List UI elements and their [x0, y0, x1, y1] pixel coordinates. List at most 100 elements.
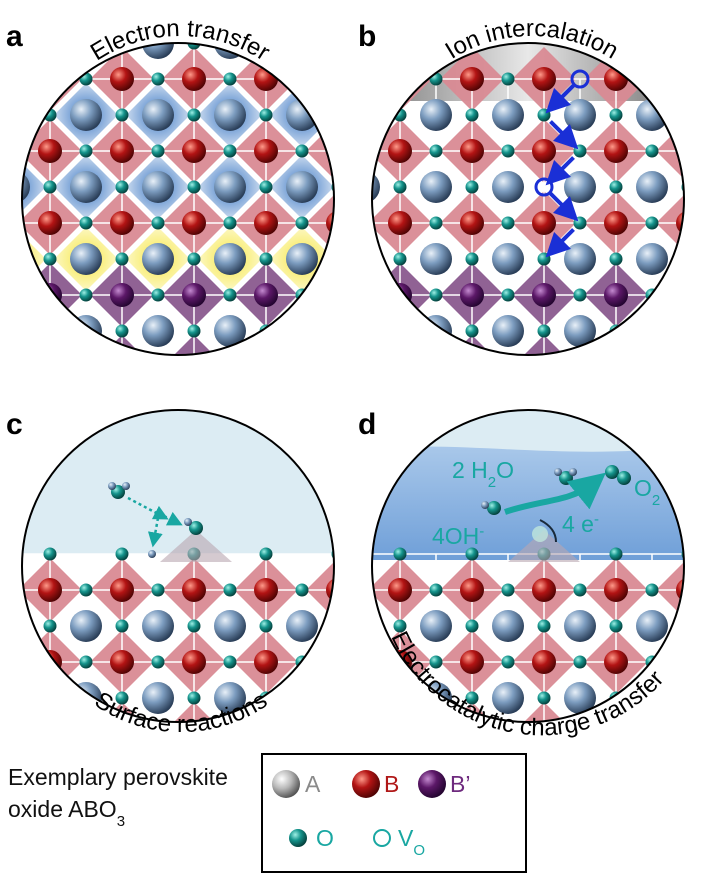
panel-c: c Surface reactions — [6, 408, 335, 746]
oxygen-atom — [331, 252, 334, 266]
oxygen-atom — [187, 691, 201, 705]
a-site-atom — [420, 315, 452, 347]
migration-arrow — [549, 192, 579, 222]
oxygen-atom — [8, 584, 21, 597]
oxygen-atom — [681, 252, 684, 266]
oxygen-atom — [609, 547, 623, 561]
oxygen-label-main: O — [634, 475, 652, 501]
oxygen-atom — [259, 619, 273, 633]
b-site-atom — [676, 650, 684, 674]
octahedron — [656, 702, 684, 722]
oxygen-atom — [573, 144, 587, 158]
legend-b-swatch — [352, 770, 380, 798]
oxygen-atom — [358, 656, 371, 669]
b-site-atom — [532, 67, 556, 91]
hydroxide-label: 4OH- — [432, 523, 484, 550]
panel-d: d Electrocatalytic charge transfer 2 H2O… — [358, 408, 700, 746]
oxygen-atom — [8, 145, 21, 158]
migration-arrow — [545, 84, 575, 114]
water-label-main: 2 H — [452, 457, 488, 483]
oxygen-atom — [331, 43, 334, 50]
oxygen-atom — [8, 656, 21, 669]
a-site-atom — [214, 610, 246, 642]
a-site-atom — [22, 315, 30, 347]
oxygen-atom — [115, 108, 129, 122]
a-site-atom — [636, 610, 668, 642]
legend: Exemplary perovskite oxide ABO3 A B B’ O… — [8, 753, 527, 873]
oxygen-atom — [574, 361, 587, 374]
a-site-atom — [492, 243, 524, 275]
oxygen-atom — [609, 108, 623, 122]
oxygen-atom — [646, 361, 659, 374]
electron-density — [22, 155, 46, 219]
b-site-atom — [676, 722, 700, 746]
oxygen-atom — [537, 108, 551, 122]
a-site-atom — [492, 610, 524, 642]
oxygen-atom — [223, 72, 237, 86]
b-site-atom — [460, 578, 484, 602]
b-site-atom — [254, 139, 278, 163]
oxygen-atom — [393, 619, 407, 633]
legend-caption-sub: 3 — [117, 813, 125, 830]
a-site-atom — [372, 315, 380, 347]
b-site-atom — [604, 211, 628, 235]
octahedron — [584, 335, 648, 355]
migration-arrow — [549, 120, 579, 150]
bprime-site-atom — [532, 355, 556, 379]
legend-bprime-swatch — [418, 770, 446, 798]
octahedron — [234, 335, 298, 355]
bprime-site-atom — [254, 355, 278, 379]
oxygen-atom — [151, 72, 165, 86]
oxidation-arrow — [504, 472, 606, 515]
b-site-atom — [38, 139, 62, 163]
a-site-atom — [142, 610, 174, 642]
octahedron — [372, 335, 432, 355]
b-site-atom — [254, 722, 278, 746]
a-site-atom — [70, 99, 102, 131]
octahedron — [306, 335, 334, 355]
hydroxide-hydrogen — [481, 501, 489, 509]
reaction-arrow — [147, 517, 163, 548]
oxygen-atom — [465, 108, 479, 122]
bprime-site-atom — [182, 283, 206, 307]
b-site-atom — [110, 67, 134, 91]
electrons-label: 4 e- — [562, 511, 599, 538]
panel-a-circle — [21, 42, 335, 356]
legend-caption-line1: Exemplary perovskite — [8, 764, 228, 790]
b-site-atom — [254, 211, 278, 235]
oxygen-vacancy — [534, 177, 554, 197]
octahedron — [656, 47, 684, 111]
oxygen-atom — [295, 216, 309, 230]
hydroxide-label-main: 4OH — [432, 523, 479, 549]
oxygen-atom — [115, 691, 129, 705]
oxygen-atom — [115, 180, 129, 194]
a-site-atom — [372, 243, 380, 275]
adsorbate-hydrogen — [184, 518, 192, 526]
oxygen-atom — [43, 691, 57, 705]
oxygen-atom — [393, 324, 407, 338]
bprime-site-atom — [604, 355, 628, 379]
oxygen-atom — [465, 180, 479, 194]
b-site-atom — [182, 67, 206, 91]
oxygen-atom — [224, 361, 237, 374]
a-site-atom — [142, 243, 174, 275]
panel-d-circle — [371, 409, 685, 723]
legend-caption-main: oxide ABO — [8, 796, 117, 822]
hydroxide-oxygen — [487, 501, 501, 515]
bprime-site-atom — [38, 355, 62, 379]
water-label-sub: 2 — [488, 474, 496, 491]
o2-oxygen — [605, 465, 619, 479]
hydroxide-label-sup: - — [479, 523, 484, 540]
oxygen-atom — [43, 252, 57, 266]
electrons-label-sup: - — [594, 511, 599, 528]
oxygen-atom — [43, 547, 57, 561]
a-site-atom — [564, 315, 596, 347]
oxygen-atom — [501, 216, 515, 230]
b-site-atom — [326, 650, 334, 674]
oxygen-atom — [43, 180, 57, 194]
oxygen-atom — [681, 691, 684, 705]
lattice-a — [8, 43, 334, 379]
bprime-site-atom — [676, 355, 700, 379]
panel-b-letter: b — [358, 20, 376, 53]
a-site-atom — [492, 99, 524, 131]
